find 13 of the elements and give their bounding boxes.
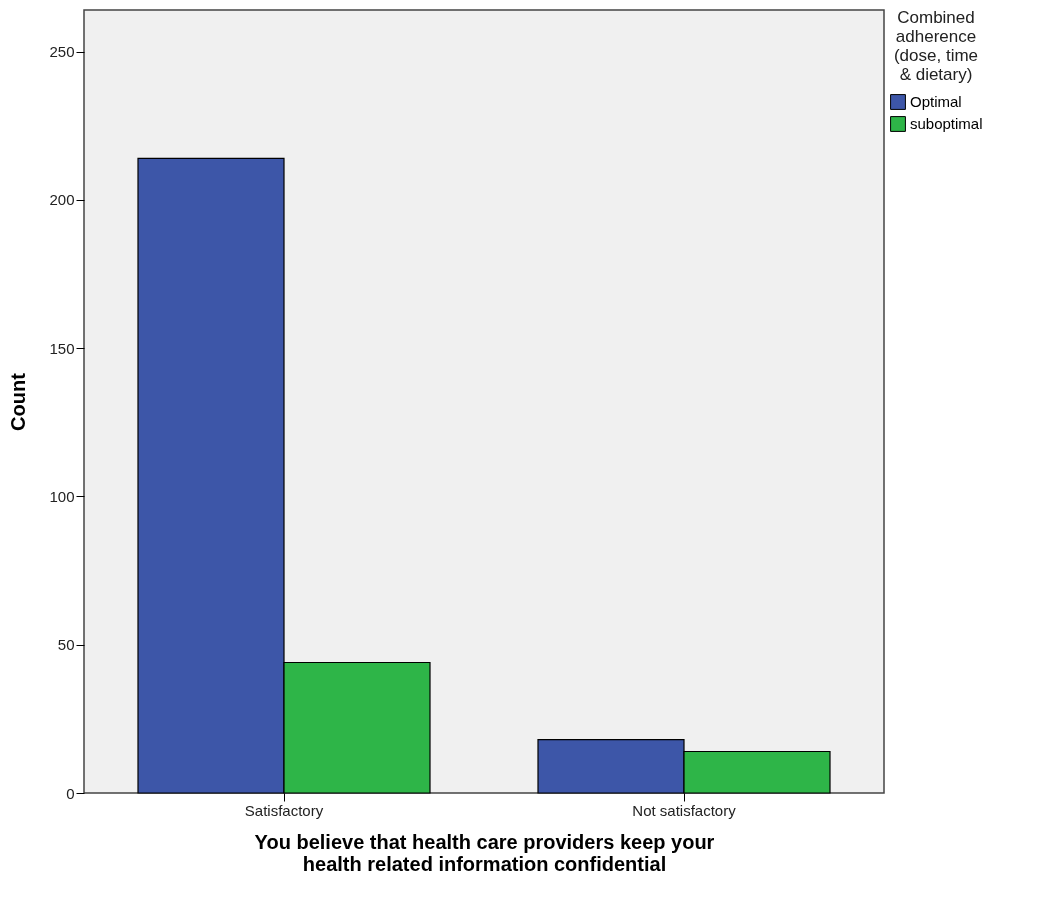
y-tick-label: 50	[57, 636, 75, 654]
y-axis-title: Count	[7, 372, 30, 431]
y-tick-label: 0	[66, 784, 75, 802]
legend-title: Combined adherence (dose, time & dietary)	[893, 8, 979, 84]
legend-label: suboptimal	[910, 115, 983, 132]
y-tick-label: 250	[49, 43, 75, 61]
y-tick-label: 100	[49, 487, 75, 505]
y-tick-label: 150	[49, 339, 75, 357]
x-axis-title: You believe that health care providers keep your health related information confidential	[254, 830, 715, 875]
y-tick-label: 200	[49, 191, 75, 209]
x-tick-label: Satisfactory	[244, 801, 324, 819]
legend-label: Optimal	[910, 93, 962, 110]
x-tick-label: Not satisfactory	[632, 801, 737, 819]
